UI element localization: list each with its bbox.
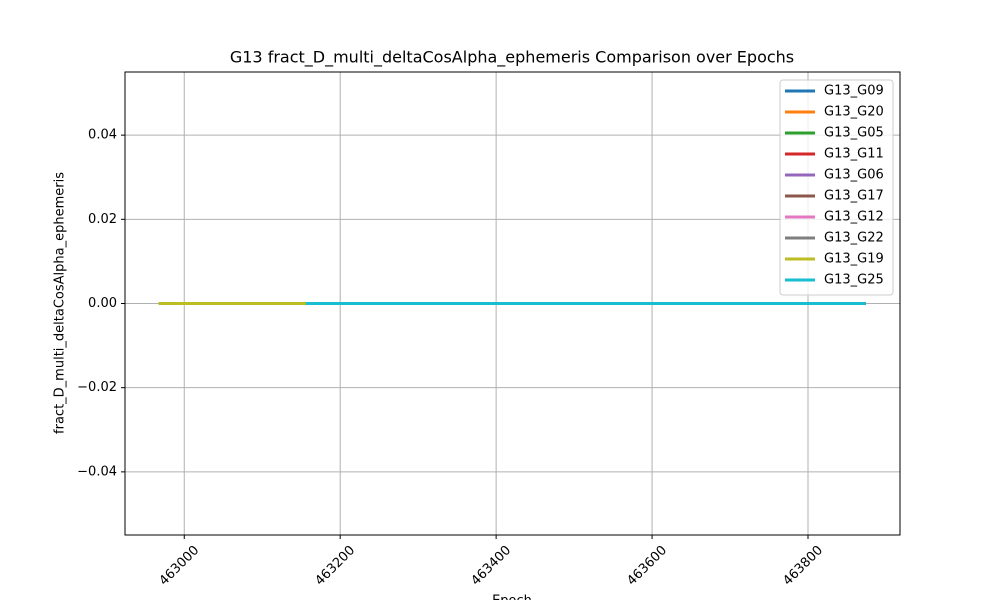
x-axis-label: Epoch xyxy=(492,594,532,600)
y-axis-label: fract_D_multi_deltaCosAlpha_ephemeris xyxy=(53,172,68,434)
legend-label: G13_G22 xyxy=(824,231,884,246)
legend-label: G13_G11 xyxy=(824,147,884,162)
y-tick-label: 0.04 xyxy=(88,128,117,143)
legend-label: G13_G25 xyxy=(824,273,884,288)
y-tick-label: 0.02 xyxy=(88,212,117,227)
legend-label: G13_G20 xyxy=(824,105,884,120)
legend-label: G13_G05 xyxy=(824,126,884,141)
plot-frame xyxy=(124,71,901,536)
legend-label: G13_G09 xyxy=(824,84,884,99)
legend-label: G13_G06 xyxy=(824,168,884,183)
legend-label: G13_G19 xyxy=(824,252,884,267)
legend-label: G13_G17 xyxy=(824,189,884,204)
y-tick-label: −0.02 xyxy=(77,380,117,395)
legend-label: G13_G12 xyxy=(824,210,884,225)
y-tick-label: 0.00 xyxy=(88,296,117,311)
chart-title: G13 fract_D_multi_deltaCosAlpha_ephemeri… xyxy=(230,48,794,68)
y-tick-label: −0.04 xyxy=(77,464,117,479)
